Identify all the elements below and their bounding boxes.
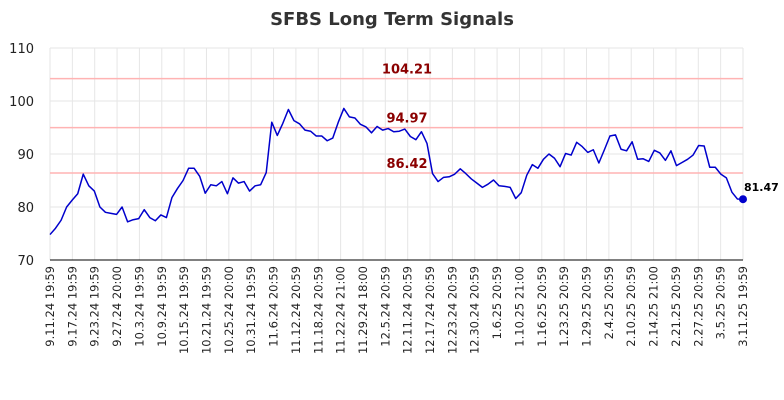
x-tick-label: 1.16.25 20:59 (535, 266, 549, 347)
y-tick-label: 110 (9, 42, 34, 57)
x-tick-label: 9.27.24 20:00 (110, 266, 124, 347)
axes: 70 80 90 100 110 9.11.24 19:59 9.17.24 19:59 9.… (9, 42, 750, 354)
x-tick-label: 1.29.25 20:59 (580, 266, 594, 347)
x-tick-label: 12.17.24 20:59 (423, 266, 437, 354)
x-tick-label: 11.12.24 20:59 (289, 266, 303, 354)
x-tick-label: 2.21.25 20:59 (669, 266, 683, 347)
x-tick-label: 11.18.24 20:59 (311, 266, 325, 354)
x-tick-label: 2.4.25 20:59 (602, 266, 616, 339)
x-tick-label: 10.25.24 20:00 (222, 266, 236, 354)
signal-level-label: 86.42 (386, 157, 427, 172)
x-tick-label: 10.31.24 19:59 (244, 266, 258, 354)
signal-level-label: 104.21 (382, 63, 432, 78)
x-tick-label: 12.11.24 20:59 (401, 266, 415, 354)
x-tick-label: 2.10.25 20:59 (624, 266, 638, 347)
x-tick-label: 9.11.24 19:59 (43, 266, 57, 347)
y-tick-label: 100 (9, 95, 34, 110)
grid (49, 47, 744, 261)
y-tick-label: 90 (17, 148, 34, 163)
x-tick-label: 10.9.24 19:59 (155, 266, 169, 347)
x-tick-label: 3.11.25 19:59 (736, 266, 750, 347)
x-tick-label: 3.5.25 20:59 (714, 266, 728, 339)
x-tick-label: 12.30.24 20:59 (468, 266, 482, 354)
x-tick-label: 9.17.24 19:59 (65, 266, 79, 347)
price-line (49, 107, 744, 236)
y-tick-label: 80 (17, 201, 34, 216)
x-tick-label: 2.27.25 20:59 (691, 266, 705, 347)
x-tick-label: 11.29.24 18:00 (356, 266, 370, 354)
x-tick-label: 1.6.25 20:59 (490, 266, 504, 339)
x-tick-label: 12.23.24 20:59 (445, 266, 459, 354)
signal-levels: 104.21 94.97 86.42 (50, 63, 743, 174)
x-tick-label: 11.22.24 21:00 (334, 266, 348, 354)
last-value-label: 81.47 (744, 181, 779, 194)
x-tick-label: 1.23.25 20:59 (557, 266, 571, 347)
series-layer: 81.47 (49, 107, 779, 236)
x-tick-label: 11.6.24 20:59 (267, 266, 281, 347)
x-tick-label: 10.3.24 19:59 (132, 266, 146, 347)
x-tick-label: 2.14.25 21:00 (647, 266, 661, 347)
x-tick-label: 12.5.24 20:59 (378, 266, 392, 347)
last-point-marker (739, 195, 747, 204)
signal-level-label: 94.97 (386, 112, 427, 127)
y-tick-label: 70 (17, 254, 34, 269)
x-tick-label: 1.10.25 21:00 (512, 266, 526, 347)
x-tick-label: 10.15.24 19:59 (177, 266, 191, 354)
chart-title: SFBS Long Term Signals (270, 9, 514, 30)
x-tick-label: 9.23.24 19:59 (88, 266, 102, 347)
x-tick-label: 10.21.24 19:59 (199, 266, 213, 354)
